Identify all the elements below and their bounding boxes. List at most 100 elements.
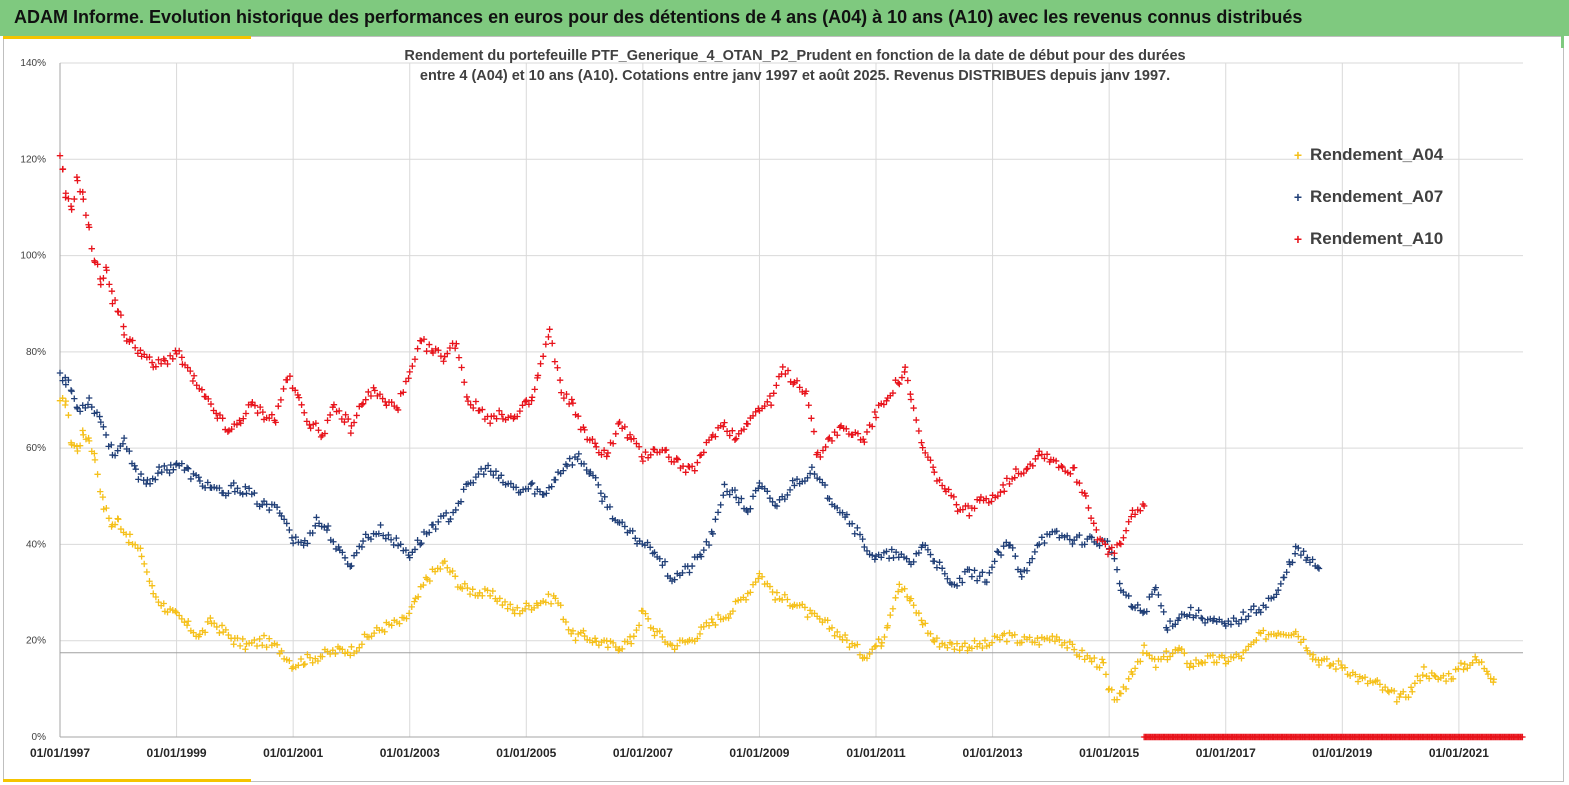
data-point-rendement-a04 <box>1330 660 1337 668</box>
data-point-rendement-a04 <box>297 655 305 663</box>
data-point-rendement-a10 <box>665 453 673 461</box>
data-point-rendement-a04 <box>1056 636 1063 644</box>
data-point-rendement-a04 <box>1416 677 1424 684</box>
data-point-rendement-a04 <box>1309 651 1317 658</box>
data-point-rendement-a07 <box>286 526 293 534</box>
data-point-rendement-a10 <box>688 463 696 470</box>
data-point-rendement-a07 <box>341 554 349 562</box>
data-point-rendement-a04 <box>521 605 529 613</box>
data-point-rendement-a10 <box>901 364 909 371</box>
data-point-rendement-a10 <box>563 390 570 398</box>
data-point-rendement-a10 <box>259 408 267 416</box>
data-point-rendement-a07 <box>700 546 707 554</box>
data-point-rendement-a10 <box>997 489 1004 496</box>
data-point-rendement-a10 <box>638 453 645 460</box>
data-point-rendement-a07 <box>1023 567 1031 574</box>
y-tick-label: 20% <box>26 636 46 647</box>
data-point-rendement-a07 <box>597 490 605 497</box>
data-point-rendement-a04 <box>1478 658 1485 666</box>
data-point-rendement-a10 <box>451 345 459 352</box>
data-point-rendement-a07 <box>941 570 948 577</box>
data-point-rendement-a07 <box>84 401 92 408</box>
data-point-rendement-a04 <box>961 640 969 647</box>
data-point-rendement-a07 <box>1304 554 1311 561</box>
data-point-rendement-a07 <box>944 575 951 582</box>
data-point-rendement-a07 <box>1297 551 1305 559</box>
data-point-rendement-a10 <box>731 436 739 444</box>
data-point-rendement-a07 <box>839 509 846 516</box>
data-point-rendement-a07 <box>178 460 186 467</box>
data-point-rendement-a04 <box>1098 656 1106 663</box>
data-point-rendement-a07 <box>85 394 93 402</box>
data-point-rendement-a04 <box>396 620 403 627</box>
data-point-rendement-a10 <box>268 411 276 418</box>
x-tick-label: 01/01/1999 <box>147 746 207 760</box>
data-point-rendement-a10 <box>137 347 144 354</box>
data-point-rendement-a07 <box>170 466 177 473</box>
x-tick-label: 01/01/2013 <box>963 746 1023 760</box>
data-point-rendement-a04 <box>1102 671 1110 678</box>
data-point-rendement-a04 <box>1352 671 1359 678</box>
data-point-rendement-a10 <box>463 393 471 401</box>
data-point-rendement-a10 <box>1140 502 1148 510</box>
data-point-rendement-a07 <box>933 564 941 571</box>
data-point-rendement-a07 <box>1155 591 1162 599</box>
data-point-rendement-a07 <box>1143 608 1150 615</box>
data-point-rendement-a04 <box>996 636 1004 643</box>
data-point-rendement-a10 <box>534 372 542 379</box>
data-point-rendement-a07 <box>155 463 163 471</box>
data-point-rendement-a10 <box>938 482 946 489</box>
data-point-rendement-a04 <box>1490 676 1498 683</box>
data-point-rendement-a07 <box>131 462 138 469</box>
data-point-rendement-a07 <box>280 516 288 523</box>
data-point-rendement-a10 <box>516 407 524 415</box>
data-point-rendement-a10 <box>169 355 176 362</box>
data-point-rendement-a04 <box>1140 642 1148 649</box>
data-point-rendement-a07 <box>922 542 929 549</box>
data-point-rendement-a04 <box>1096 664 1103 671</box>
data-point-rendement-a04 <box>74 447 81 455</box>
data-point-rendement-a04 <box>927 630 934 637</box>
data-point-rendement-a04 <box>875 635 882 643</box>
data-point-rendement-a07 <box>1257 609 1264 616</box>
data-point-rendement-a04 <box>1300 636 1307 643</box>
data-point-rendement-a07 <box>927 551 934 558</box>
data-point-rendement-a04 <box>565 626 572 633</box>
data-point-rendement-a07 <box>528 479 536 487</box>
data-point-rendement-a10 <box>808 415 815 422</box>
data-point-rendement-a04 <box>747 589 754 596</box>
data-point-rendement-a04 <box>915 609 923 617</box>
data-point-rendement-a10 <box>155 356 162 363</box>
data-point-rendement-a07 <box>418 539 425 547</box>
data-point-rendement-a07 <box>863 547 871 555</box>
data-point-rendement-a07 <box>1201 619 1209 627</box>
data-point-rendement-a04 <box>959 643 966 650</box>
data-point-rendement-a07 <box>848 520 856 527</box>
data-point-rendement-a04 <box>466 590 474 598</box>
data-point-rendement-a07 <box>273 504 281 511</box>
data-point-rendement-a07 <box>196 477 204 485</box>
data-point-rendement-a04 <box>1160 653 1167 660</box>
data-point-rendement-a07 <box>313 514 320 521</box>
data-point-rendement-a10 <box>240 415 247 422</box>
data-point-rendement-a10 <box>752 408 759 416</box>
data-point-rendement-a04 <box>589 639 596 646</box>
data-point-rendement-a07 <box>601 493 608 500</box>
data-point-rendement-a10 <box>1070 464 1078 471</box>
data-point-rendement-a10 <box>861 438 868 446</box>
data-point-rendement-a04 <box>103 504 110 512</box>
data-point-rendement-a04 <box>80 431 87 439</box>
data-point-rendement-a07 <box>735 499 742 506</box>
data-point-rendement-a07 <box>1064 532 1071 539</box>
data-point-rendement-a10 <box>514 413 521 420</box>
data-point-rendement-a10 <box>766 392 774 400</box>
data-point-rendement-a10 <box>109 300 116 307</box>
data-point-rendement-a04 <box>755 575 762 582</box>
data-point-rendement-a07 <box>732 494 740 501</box>
data-point-rendement-a07 <box>959 579 966 586</box>
data-point-rendement-a10 <box>539 353 547 360</box>
data-point-rendement-a10 <box>190 372 198 379</box>
data-point-rendement-a10 <box>291 387 299 394</box>
data-point-rendement-a10 <box>1131 511 1139 518</box>
